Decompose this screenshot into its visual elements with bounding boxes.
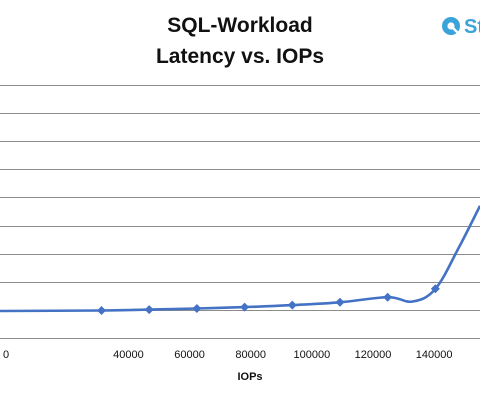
data-point-marker bbox=[240, 302, 250, 312]
data-point-marker bbox=[144, 305, 154, 315]
chart-title-line-1: SQL-Workload bbox=[167, 14, 312, 37]
x-tick-labels: 0 40000 60000 80000 100000 120000 140000 bbox=[3, 349, 452, 361]
x-tick-label: 60000 bbox=[174, 349, 205, 361]
series-line bbox=[0, 205, 480, 313]
data-markers bbox=[97, 284, 440, 315]
logo-text: St bbox=[464, 16, 480, 38]
gridlines bbox=[0, 85, 480, 339]
data-point-marker bbox=[335, 297, 345, 307]
data-point-marker bbox=[97, 305, 107, 315]
x-tick-label: 140000 bbox=[416, 349, 453, 361]
x-axis-title: IOPs bbox=[237, 371, 262, 383]
data-point-marker bbox=[430, 284, 440, 294]
storagereview-logo-icon bbox=[442, 17, 460, 35]
chart-title-line-2: Latency vs. IOPs bbox=[156, 45, 324, 68]
x-tick-label: 80000 bbox=[235, 349, 266, 361]
data-point-marker bbox=[192, 303, 202, 313]
x-tick-label: 120000 bbox=[355, 349, 392, 361]
logo: St bbox=[442, 16, 480, 38]
x-tick-label: 100000 bbox=[293, 349, 330, 361]
x-tick-label: 0 bbox=[3, 349, 9, 361]
data-point-marker bbox=[287, 300, 297, 310]
data-point-marker bbox=[383, 292, 393, 302]
x-tick-label: 40000 bbox=[113, 349, 144, 361]
